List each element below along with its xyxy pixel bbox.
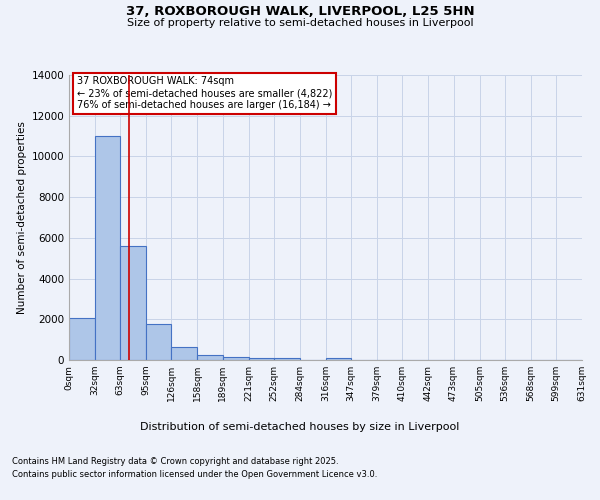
Text: Distribution of semi-detached houses by size in Liverpool: Distribution of semi-detached houses by … — [140, 422, 460, 432]
Text: 37, ROXBOROUGH WALK, LIVERPOOL, L25 5HN: 37, ROXBOROUGH WALK, LIVERPOOL, L25 5HN — [125, 5, 475, 18]
Text: 37 ROXBOROUGH WALK: 74sqm
← 23% of semi-detached houses are smaller (4,822)
76% : 37 ROXBOROUGH WALK: 74sqm ← 23% of semi-… — [77, 76, 332, 110]
Text: Size of property relative to semi-detached houses in Liverpool: Size of property relative to semi-detach… — [127, 18, 473, 28]
Text: Contains public sector information licensed under the Open Government Licence v3: Contains public sector information licen… — [12, 470, 377, 479]
Bar — [172, 348, 197, 360]
Bar — [95, 136, 120, 360]
Y-axis label: Number of semi-detached properties: Number of semi-detached properties — [17, 121, 27, 314]
Bar — [274, 358, 300, 360]
Bar — [197, 354, 223, 360]
Bar — [223, 357, 248, 360]
Bar — [146, 324, 172, 360]
Bar — [326, 358, 351, 360]
Bar — [120, 246, 146, 360]
Text: Contains HM Land Registry data © Crown copyright and database right 2025.: Contains HM Land Registry data © Crown c… — [12, 458, 338, 466]
Bar — [248, 358, 274, 360]
Bar — [69, 318, 95, 360]
